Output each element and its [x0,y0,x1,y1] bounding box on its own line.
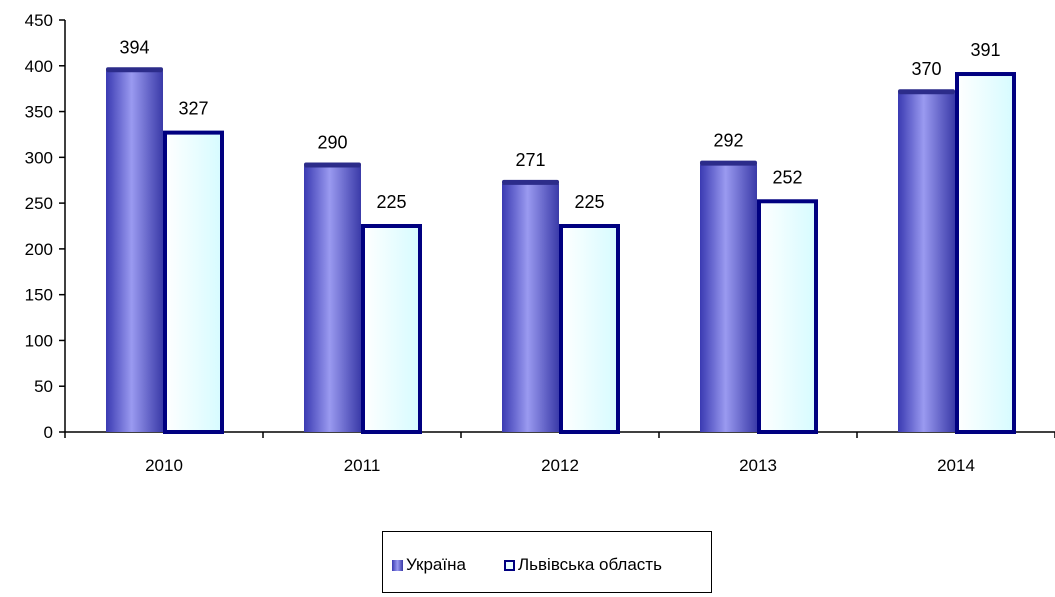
legend-swatch-ukraine [392,559,403,571]
legend: Україна Львівська область [382,531,712,593]
legend-swatch-lviv [504,559,515,571]
data-label: 271 [515,150,545,170]
x-tick-label: 2013 [739,456,777,475]
x-tick-label: 2011 [344,456,381,475]
data-label: 290 [317,132,347,152]
legend-label-lviv: Львівська область [518,555,662,574]
y-tick-label: 250 [25,194,53,213]
data-label: 394 [119,37,149,57]
bar-ukraine-top [304,162,361,168]
y-tick-label: 450 [25,11,53,30]
bar-ukraine-top [502,179,559,185]
data-label: 225 [574,192,604,212]
bar-lviv [163,130,224,434]
bar-ukraine [304,166,361,432]
data-label: 327 [178,99,208,119]
x-tick-label: 2010 [145,456,183,475]
legend-item-lviv: Львівська область [504,555,662,575]
y-tick-label: 0 [44,423,53,442]
bar-ukraine-top [898,89,955,95]
data-label: 252 [772,167,802,187]
y-tick-label: 150 [25,286,53,305]
legend-label-ukraine: Україна [406,555,466,574]
bar-ukraine [700,164,757,432]
bar-lviv [955,72,1016,434]
y-tick-label: 200 [25,240,53,259]
bar-lviv [757,199,818,434]
x-tick-label: 2012 [541,456,579,475]
bar-lviv [361,224,422,434]
data-label: 292 [713,131,743,151]
bar-ukraine [106,71,163,432]
bar-ukraine-top [700,160,757,166]
bar-ukraine-top [106,67,163,73]
y-tick-label: 100 [25,331,53,350]
y-tick-label: 400 [25,57,53,76]
bar-ukraine [898,93,955,432]
legend-item-ukraine: Україна [392,555,466,575]
bar-ukraine [502,183,559,432]
data-label: 225 [376,192,406,212]
y-tick-label: 300 [25,148,53,167]
bar-lviv [559,224,620,434]
y-tick-label: 50 [34,377,53,396]
data-label: 391 [970,40,1000,60]
data-label: 370 [911,59,941,79]
x-tick-label: 2014 [937,456,975,475]
y-tick-label: 350 [25,103,53,122]
